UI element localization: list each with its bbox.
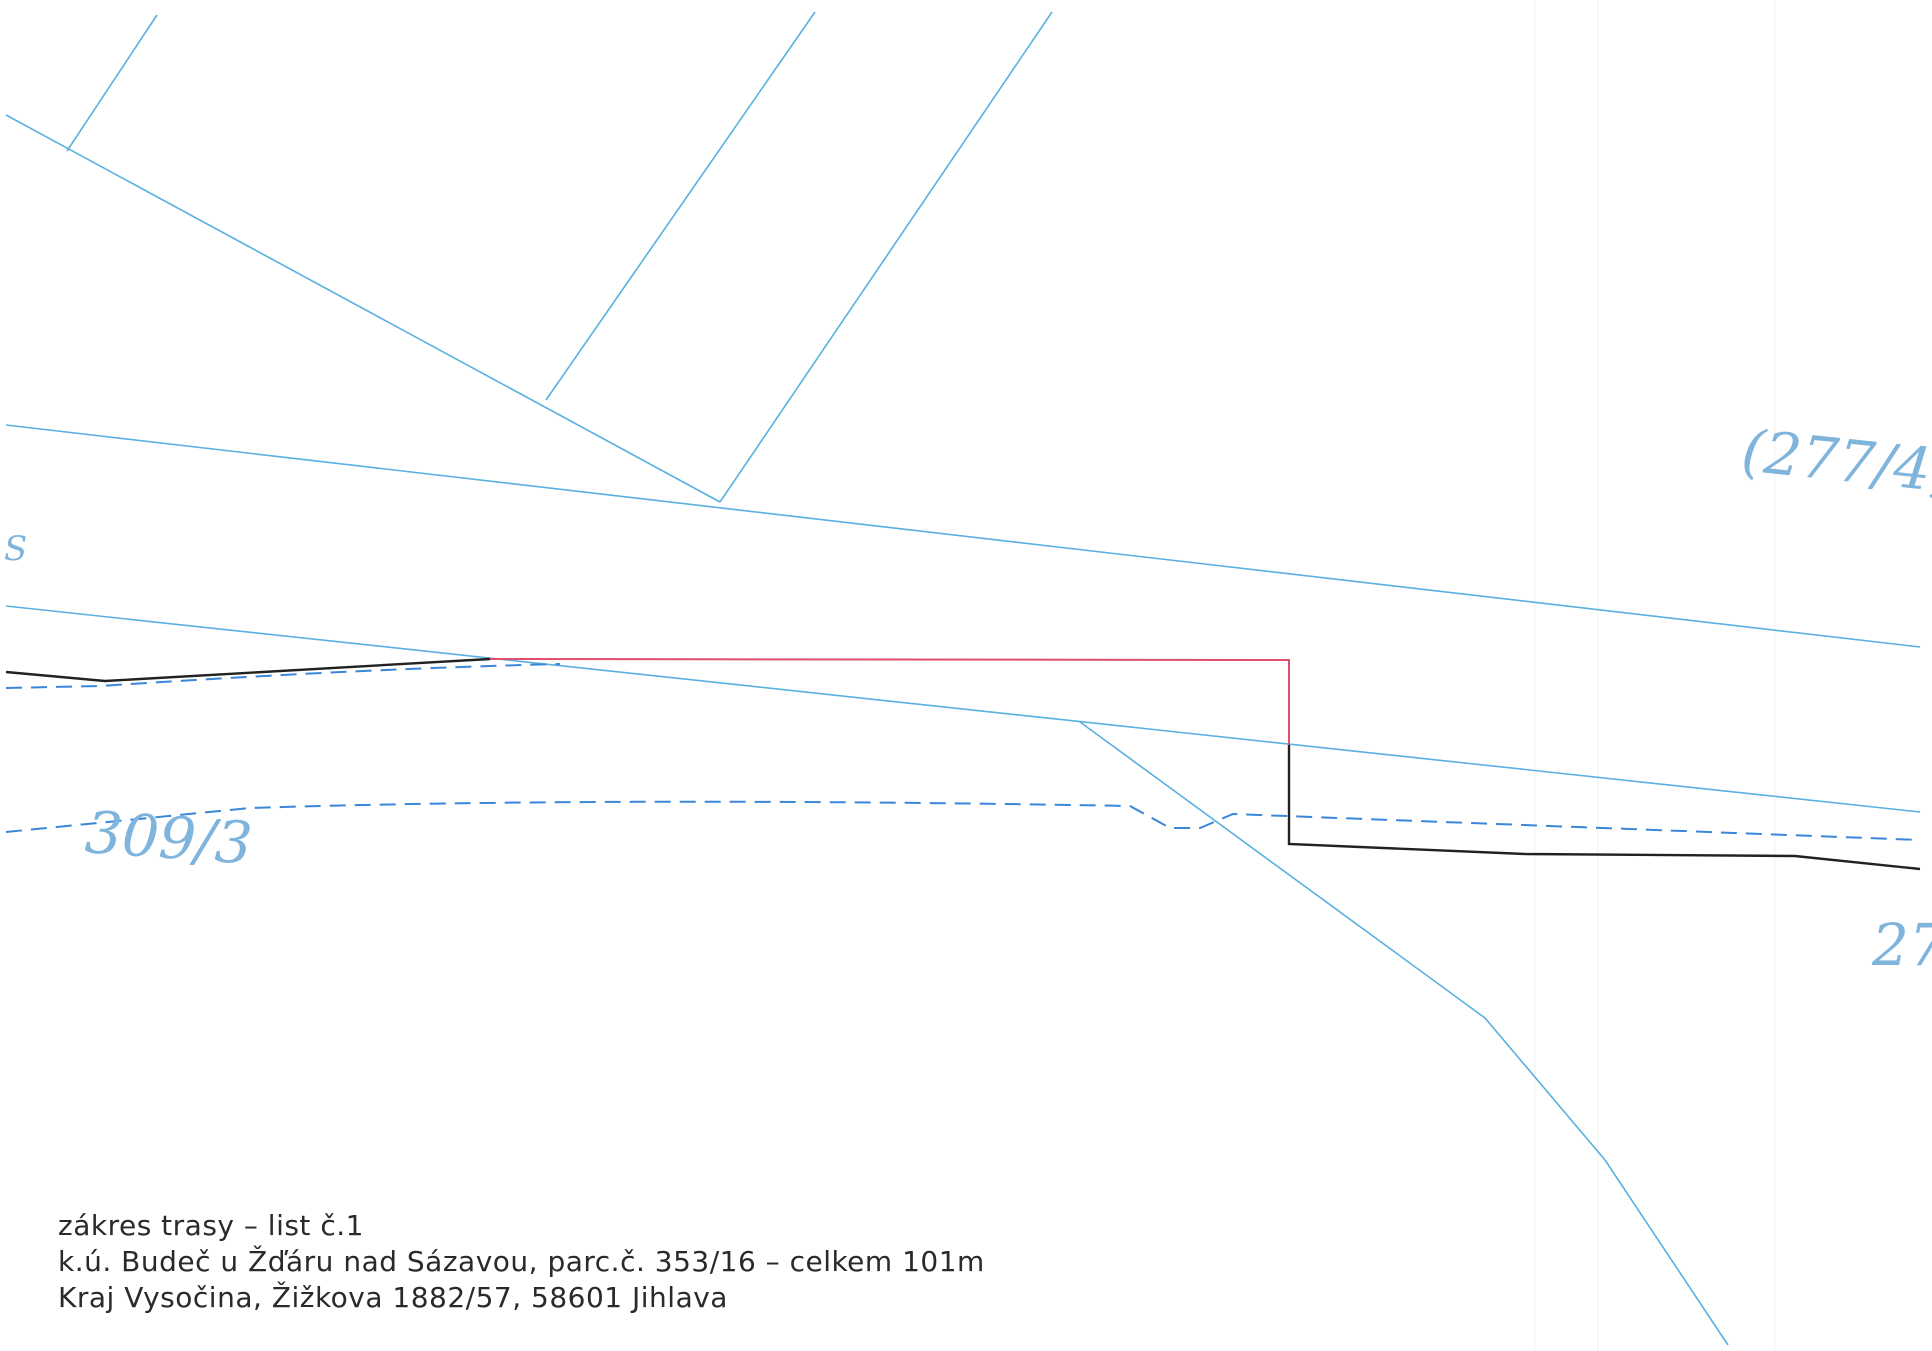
caption-line-cadastre: k.ú. Budeč u Žďáru nad Sázavou, parc.č. … bbox=[58, 1245, 985, 1278]
dashed-lines bbox=[5, 663, 1921, 841]
parcel-label-309-3: 309/3 bbox=[83, 798, 254, 877]
boundary-diagonal-top-left bbox=[5, 114, 721, 503]
boundary-diagonal-right bbox=[719, 11, 1053, 503]
route-existing-left bbox=[5, 657, 491, 683]
scan-streaks bbox=[1534, 0, 1776, 1351]
boundary-short-top bbox=[66, 14, 158, 152]
caption-line-title: zákres trasy – list č.1 bbox=[58, 1209, 364, 1242]
boundary-diagonal-lower-right bbox=[1079, 721, 1729, 1346]
boundary-long-lower bbox=[5, 605, 1921, 813]
route-existing bbox=[5, 657, 1921, 871]
dashed-line-upper bbox=[5, 663, 561, 689]
route-new-segment bbox=[489, 658, 1290, 745]
parcel-boundaries bbox=[5, 11, 1921, 1346]
dashed-line-lower bbox=[5, 800, 1921, 841]
route-existing-right bbox=[1287, 745, 1921, 871]
parcel-label-left-edge: S bbox=[4, 529, 27, 569]
caption-line-address: Kraj Vysočina, Žižkova 1882/57, 58601 Ji… bbox=[58, 1281, 728, 1314]
sheet-caption: zákres trasy – list č.1 k.ú. Budeč u Žďá… bbox=[58, 1208, 985, 1316]
parcel-label-27-partial: 27 bbox=[1871, 911, 1932, 979]
boundary-long-upper bbox=[5, 424, 1921, 648]
route-new bbox=[489, 658, 1290, 745]
boundary-diagonal-mid bbox=[545, 11, 816, 401]
parcel-label-277-4: (277/4, bbox=[1739, 416, 1932, 505]
